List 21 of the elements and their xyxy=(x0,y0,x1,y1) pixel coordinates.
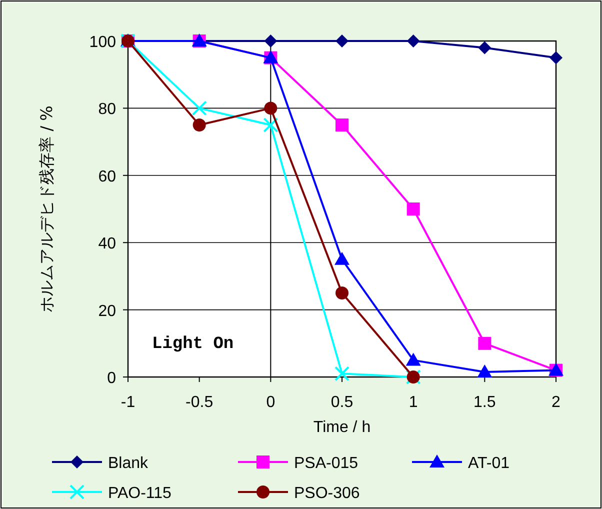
x-tick-label: 0.5 xyxy=(330,394,354,411)
x-tick-label: -0.5 xyxy=(186,394,214,411)
legend-label: AT-01 xyxy=(468,455,510,472)
legend-label: PSO-306 xyxy=(294,485,360,502)
legend-label: PSA-015 xyxy=(294,455,358,472)
x-tick-label: 2 xyxy=(552,394,561,411)
y-tick-label: 40 xyxy=(98,236,116,253)
legend-label: Blank xyxy=(108,455,150,472)
y-tick-label: 100 xyxy=(89,34,116,51)
legend-label: PAO-115 xyxy=(108,485,172,502)
x-tick-label: 0 xyxy=(266,394,276,411)
y-tick-label: 80 xyxy=(98,101,116,118)
y-axis-title: ホルムアルデヒド残存率 / % xyxy=(37,106,56,312)
y-tick-label: 0 xyxy=(107,370,116,387)
x-tick-label: -1 xyxy=(120,394,136,411)
x-axis-title: Time / h xyxy=(313,419,371,436)
annotation: Light On xyxy=(152,335,234,354)
x-tick-label: 1.5 xyxy=(474,394,496,411)
x-tick-label: 1 xyxy=(408,394,418,411)
y-tick-label: 60 xyxy=(98,168,116,186)
y-tick-label: 20 xyxy=(98,302,116,320)
